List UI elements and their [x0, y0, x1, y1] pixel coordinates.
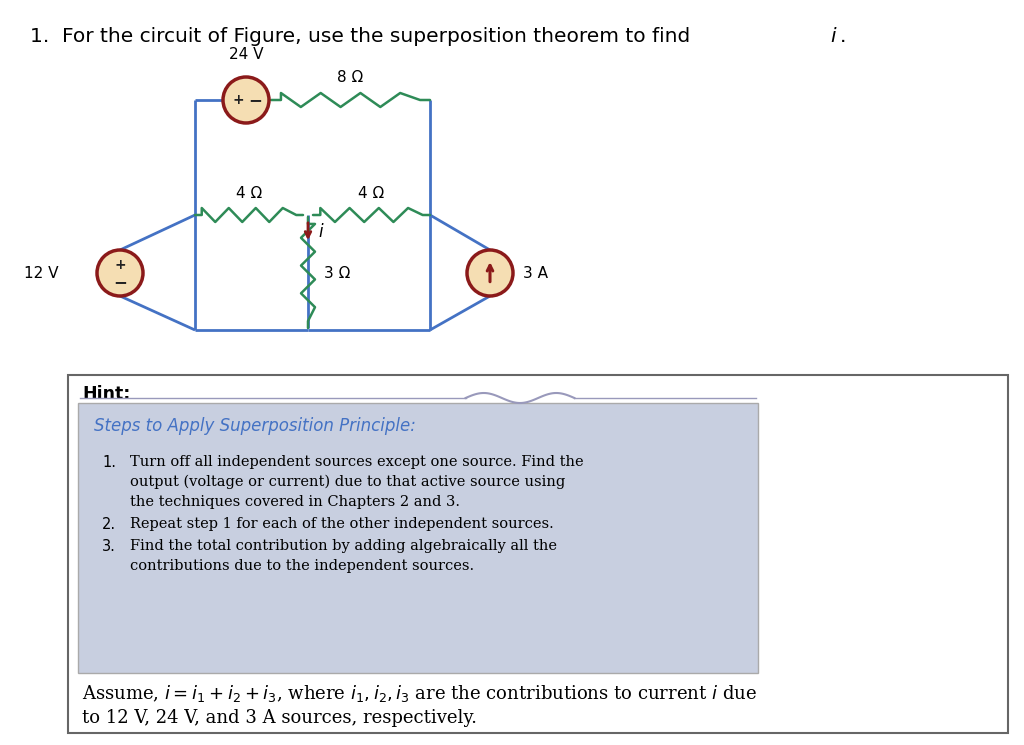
Text: 8 Ω: 8 Ω: [337, 70, 364, 85]
Text: +: +: [115, 258, 126, 272]
Circle shape: [223, 77, 269, 123]
Text: i: i: [830, 27, 836, 46]
Text: Repeat step 1 for each of the other independent sources.: Repeat step 1 for each of the other inde…: [130, 517, 554, 531]
Text: to 12 V, 24 V, and 3 A sources, respectively.: to 12 V, 24 V, and 3 A sources, respecti…: [82, 709, 477, 727]
Text: 2.: 2.: [102, 517, 116, 532]
Text: 4 Ω: 4 Ω: [357, 186, 384, 201]
Text: −: −: [248, 91, 262, 109]
Text: 1.: 1.: [102, 455, 116, 470]
Bar: [78, 403, 758, 673]
Text: 4 Ω: 4 Ω: [236, 186, 262, 201]
Text: 12 V: 12 V: [25, 265, 59, 281]
Text: Hint:: Hint:: [82, 385, 130, 403]
Text: output (voltage or current) due to that active source using: output (voltage or current) due to that …: [130, 475, 565, 489]
Text: .: .: [840, 27, 847, 46]
Text: $i$: $i$: [318, 223, 325, 241]
Circle shape: [467, 250, 513, 296]
Text: 3.: 3.: [102, 539, 116, 554]
Text: the techniques covered in Chapters 2 and 3.: the techniques covered in Chapters 2 and…: [130, 495, 460, 509]
Text: Find the total contribution by adding algebraically all the: Find the total contribution by adding al…: [130, 539, 557, 553]
Circle shape: [97, 250, 143, 296]
Bar: [68, 375, 1008, 733]
Text: −: −: [113, 273, 127, 291]
Text: +: +: [232, 93, 245, 107]
Text: Steps to Apply Superposition Principle:: Steps to Apply Superposition Principle:: [94, 417, 416, 435]
Text: 1.  For the circuit of Figure, use the superposition theorem to find: 1. For the circuit of Figure, use the su…: [30, 27, 696, 46]
Text: 3 Ω: 3 Ω: [324, 265, 350, 281]
Text: Assume, $i = i_1 + i_2 + i_3$, where $i_1, i_2, i_3$ are the contributions to cu: Assume, $i = i_1 + i_2 + i_3$, where $i_…: [82, 683, 757, 704]
Text: 3 A: 3 A: [523, 265, 548, 281]
Text: Turn off all independent sources except one source. Find the: Turn off all independent sources except …: [130, 455, 584, 469]
Text: contributions due to the independent sources.: contributions due to the independent sou…: [130, 559, 474, 573]
Text: 24 V: 24 V: [228, 47, 263, 62]
